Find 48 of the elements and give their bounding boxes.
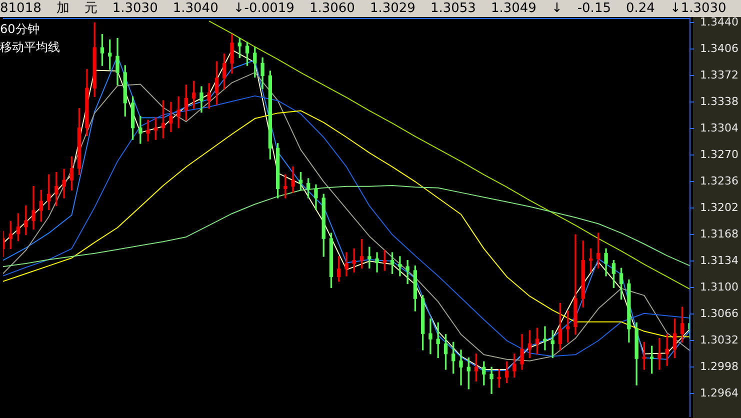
chart-title: 60分钟 bbox=[0, 21, 40, 38]
candlestick bbox=[32, 186, 36, 230]
candlestick bbox=[375, 252, 379, 272]
candlestick bbox=[54, 172, 58, 206]
candlestick bbox=[344, 252, 348, 276]
y-tick-label: 1.3168 bbox=[700, 228, 738, 241]
candlestick bbox=[398, 256, 402, 276]
candlestick bbox=[146, 120, 150, 142]
candlestick bbox=[459, 350, 463, 386]
text: 1.3040 bbox=[172, 1, 218, 16]
y-tick-label: 1.2998 bbox=[700, 360, 738, 373]
y-tick-label: 1.3304 bbox=[700, 122, 738, 135]
y-tick-label: 1.3236 bbox=[700, 174, 738, 188]
text: 1.3049 bbox=[490, 1, 536, 16]
text: 1.3053 bbox=[430, 1, 476, 16]
text: 元 bbox=[84, 1, 98, 16]
candlestick bbox=[169, 102, 173, 132]
candlestick bbox=[284, 174, 288, 198]
y-tick-label: 1.2964 bbox=[700, 386, 738, 400]
text: 加 bbox=[56, 1, 70, 16]
candlestick bbox=[490, 366, 494, 394]
y-tick-label: 1.3100 bbox=[700, 280, 738, 294]
candlestick bbox=[291, 166, 295, 193]
candlestick bbox=[543, 326, 547, 350]
y-tick-label: 1.3406 bbox=[700, 42, 738, 56]
y-tick-label: 1.3372 bbox=[700, 68, 738, 82]
y-tick-label: 1.3338 bbox=[700, 95, 738, 108]
y-tick-label: 1.3202 bbox=[700, 201, 738, 214]
candlestick bbox=[62, 168, 66, 198]
y-tick-label: 1.3032 bbox=[700, 333, 738, 346]
text: ↓-0.0019 bbox=[233, 1, 294, 16]
text: 0.24 bbox=[626, 1, 655, 16]
candlestick bbox=[428, 318, 432, 354]
candlestick bbox=[176, 96, 180, 128]
y-tick-label: 1.3440 bbox=[700, 16, 738, 29]
text: -0.15 bbox=[577, 1, 611, 16]
text: ↓1.3030 bbox=[670, 1, 726, 16]
y-tick-label: 1.3066 bbox=[700, 306, 738, 320]
candlestick bbox=[406, 260, 410, 284]
y-tick-label: 1.3134 bbox=[700, 254, 738, 267]
text: ↓ bbox=[551, 1, 562, 16]
text: 81018 bbox=[0, 1, 42, 16]
text: 1.3029 bbox=[370, 1, 416, 16]
text: 1.3060 bbox=[309, 1, 355, 16]
text: 1.3030 bbox=[112, 1, 158, 16]
candlestick bbox=[658, 338, 662, 370]
y-tick-label: 1.3270 bbox=[700, 148, 738, 162]
text: 移动平均线 bbox=[0, 39, 60, 56]
